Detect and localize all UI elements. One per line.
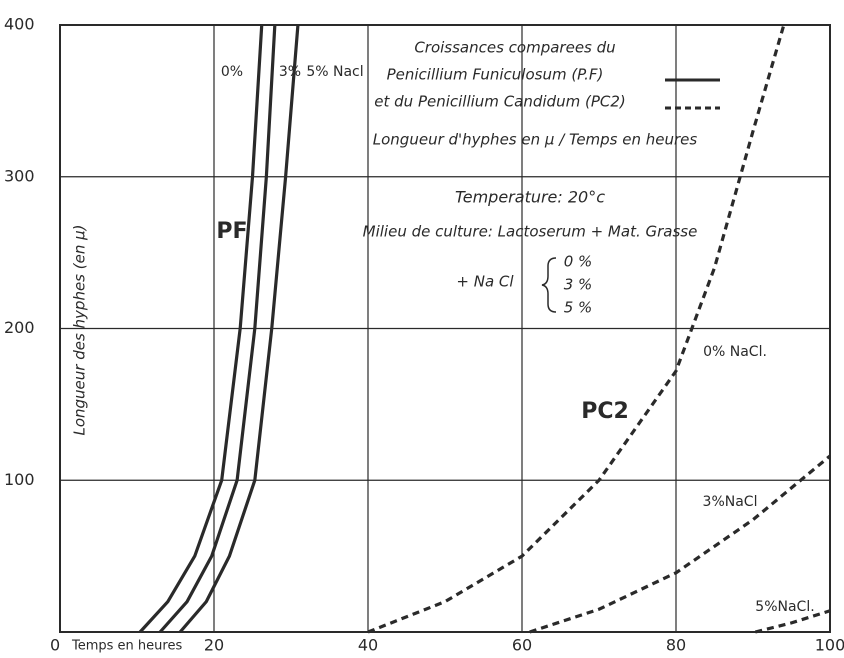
annotation: Milieu de culture: Lactoserum + Mat. Gra…: [363, 223, 698, 241]
annotation: et du Penicillium Candidum (PC2): [374, 93, 625, 111]
y-tick-label: 200: [4, 318, 35, 337]
x-tick-label: 0: [50, 636, 60, 655]
line-series: [754, 609, 831, 634]
x-tick-label: 60: [512, 636, 532, 655]
x-tick-label: 40: [358, 636, 378, 655]
annotation: PC2: [581, 399, 629, 424]
line-series: [529, 454, 832, 634]
x-axis-label: Temps en heures: [71, 639, 182, 654]
annotation: Temperature: 20°c: [455, 188, 605, 207]
annotation: 5 %: [564, 299, 593, 317]
x-tick-label: 80: [666, 636, 686, 655]
brace: [541, 257, 557, 313]
annotation: + Na Cl: [456, 273, 514, 291]
annotation: Penicillium Funiculosum (P.F): [387, 66, 604, 84]
annotation: Croissances comparees du: [414, 39, 615, 57]
x-tick-label: 100: [815, 636, 844, 655]
annotation: PF: [216, 219, 247, 244]
annotation: Longueur d'hyphes en µ / Temps en heures: [373, 131, 698, 149]
series-label: 0%: [221, 64, 243, 80]
series-label: 3%NaCl: [703, 494, 758, 510]
series-label: 5% Nacl: [306, 64, 363, 80]
line-series: [178, 24, 300, 634]
y-tick-label: 300: [4, 166, 35, 185]
series-label: 3%: [279, 64, 301, 80]
y-axis-label: Longueur des hyphes (en µ): [71, 224, 89, 435]
y-tick-label: 100: [4, 470, 35, 489]
x-tick-label: 20: [204, 636, 224, 655]
series-label: 0% NaCl.: [703, 344, 767, 360]
line-series: [367, 24, 786, 634]
annotation: 3 %: [564, 276, 593, 294]
annotation: 0 %: [564, 253, 593, 271]
line-series: [158, 24, 277, 634]
series-label: 5%NaCl.: [755, 599, 814, 615]
line-series: [138, 24, 264, 634]
y-tick-label: 400: [4, 15, 35, 34]
